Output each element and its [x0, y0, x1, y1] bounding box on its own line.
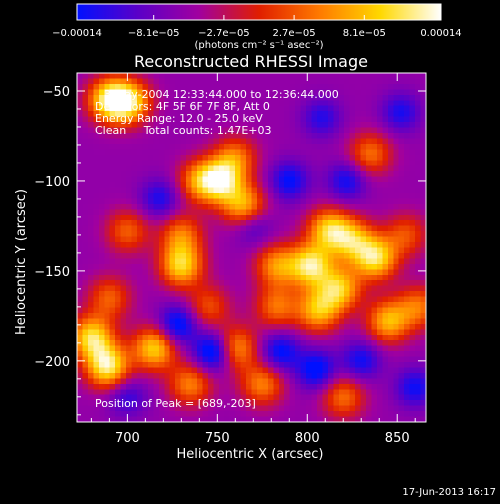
colorbar-tick-label: 0.00014	[420, 28, 461, 39]
y-axis-label: Heliocentric Y (arcsec)	[14, 189, 29, 335]
annotation-time: 3-May-2004 12:33:44.000 to 12:36:44.000	[104, 88, 339, 101]
x-tick-label: 800	[295, 431, 320, 446]
colorbar-tick-label: 8.1e−05	[343, 28, 386, 39]
annotation-clean: Clean Total counts: 1.47E+03	[95, 124, 272, 137]
chart-title: Reconstructed RHESSI Image	[134, 52, 368, 71]
y-axis: −50 −100 −150 −200	[34, 85, 426, 416]
colorbar-tick-label: −2.7e−05	[198, 28, 250, 39]
y-tick-label: −150	[34, 265, 70, 280]
x-axis: 700 750 800 850	[90, 73, 416, 446]
annotation-peak: Position of Peak = [689,-203]	[95, 397, 256, 410]
x-tick-label: 750	[205, 431, 230, 446]
x-axis-label: Heliocentric X (arcsec)	[177, 447, 324, 462]
colorbar-tick-label: −8.1e−05	[128, 28, 180, 39]
colorbar-gradient	[77, 4, 441, 20]
colorbar-unit-label: (photons cm⁻² s⁻¹ asec⁻²)	[194, 40, 323, 51]
x-tick-label: 850	[385, 431, 410, 446]
colorbar-tick-label: −0.00014	[52, 28, 102, 39]
heatmap-image	[77, 73, 426, 422]
annotation-energy: Energy Range: 12.0 - 25.0 keV	[95, 112, 263, 125]
colorbar-frame	[76, 3, 442, 21]
timestamp: 17-Jun-2013 16:17	[402, 487, 496, 498]
y-tick-label: −100	[34, 175, 70, 190]
annotation-detectors: Detectors: 4F 5F 6F 7F 8F, Att 0	[95, 100, 270, 113]
annotation-block: 3-May-2004 12:33:44.000 to 12:36:44.000 …	[95, 88, 339, 410]
colorbar: −0.00014 −8.1e−05 −2.7e−05 2.7e−05 8.1e−05 0.…	[52, 3, 462, 51]
heatmap-raster	[77, 73, 426, 422]
colorbar-tick-label: 2.7e−05	[273, 28, 316, 39]
colorbar-ticks: −0.00014 −8.1e−05 −2.7e−05 2.7e−05 8.1e−05 0.…	[52, 15, 462, 39]
y-tick-label: −50	[43, 85, 70, 100]
y-tick-label: −200	[34, 355, 70, 370]
plot-frame	[76, 72, 427, 423]
x-tick-label: 700	[115, 431, 140, 446]
